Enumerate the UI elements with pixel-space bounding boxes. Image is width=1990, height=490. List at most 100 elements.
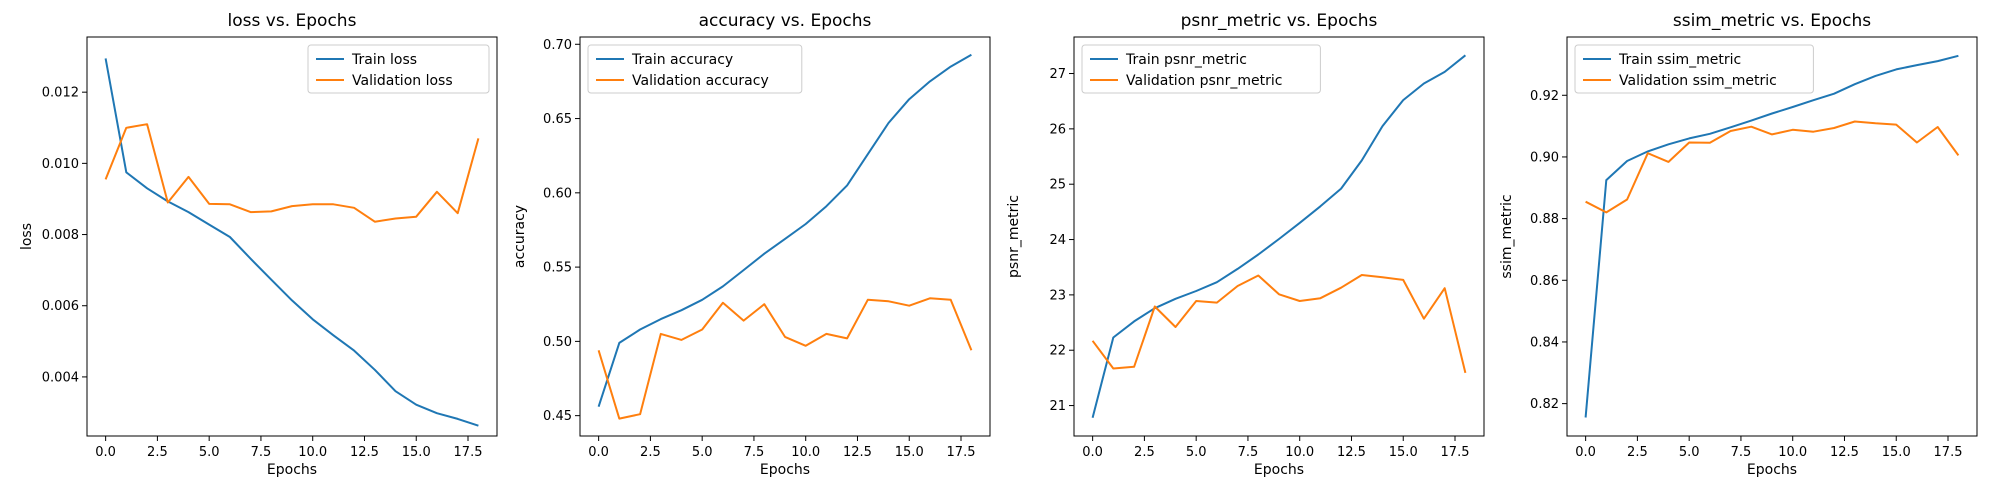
legend: Train psnr_metric Validation psnr_metric	[1081, 44, 1321, 94]
y-axis-label: psnr_metric	[1006, 195, 1022, 278]
axes-frame	[86, 36, 498, 437]
x-tick-label: 12.5	[1337, 445, 1366, 460]
legend-entry: Validation ssim_metric	[1619, 73, 1777, 89]
legend-entry: Train accuracy	[631, 52, 733, 68]
chart-title: accuracy vs. Epochs	[699, 11, 872, 31]
y-tick-label: 0.86	[1530, 274, 1559, 289]
x-tick-label: 7.5	[1238, 445, 1259, 460]
x-tick-label: 10.0	[1285, 445, 1314, 460]
x-tick-label: 17.5	[1934, 445, 1963, 460]
x-tick-label: 2.5	[1627, 445, 1648, 460]
chart-panel-4: 0.0 2.5 5.0 7.5 10.0 12.5 15.0 17.5 0.82 0.84 0.86…	[1499, 11, 1978, 478]
y-axis-label: accuracy	[512, 205, 528, 268]
x-tick-label: 10.0	[298, 445, 327, 460]
x-tick-label: 0.0	[95, 445, 116, 460]
y-axis-label: ssim_metric	[1499, 194, 1515, 278]
legend-entry: Validation psnr_metric	[1126, 73, 1282, 89]
x-tick-label: 5.0	[199, 445, 220, 460]
y-tick-label: 0.65	[543, 112, 572, 127]
x-tick-label: 10.0	[1778, 445, 1807, 460]
x-tick-label: 15.0	[402, 445, 431, 460]
y-tick-label: 0.92	[1530, 89, 1559, 104]
chart-title: loss vs. Epochs	[228, 11, 357, 31]
axes-frame	[579, 36, 991, 437]
x-axis-label: Epochs	[1254, 462, 1304, 478]
legend-box	[1574, 44, 1814, 94]
x-tick-label: 10.0	[791, 445, 820, 460]
y-tick-label: 26	[1049, 122, 1066, 137]
x-tick-label: 5.0	[1679, 445, 1700, 460]
x-tick-label: 7.5	[744, 445, 765, 460]
x-axis-label: Epochs	[1747, 462, 1797, 478]
x-tick-label: 15.0	[1882, 445, 1911, 460]
y-tick-label: 0.004	[42, 370, 79, 385]
legend-entry: Validation loss	[352, 73, 453, 89]
chart-panel-1: 0.0 2.5 5.0 7.5 10.0 12.5 15.0 17.5 0.004 0.006 0.…	[19, 11, 498, 478]
y-tick-label: 27	[1049, 67, 1066, 82]
y-axis-label: loss	[19, 223, 35, 250]
series-line-train	[597, 53, 972, 408]
x-tick-label: 7.5	[1731, 445, 1752, 460]
legend-entry: Train loss	[351, 52, 417, 68]
legend-box	[307, 44, 490, 94]
legend-entry: Train psnr_metric	[1125, 52, 1247, 68]
x-tick-label: 0.0	[1575, 445, 1596, 460]
series-line-validation	[104, 123, 480, 223]
series-line-validation	[1091, 274, 1467, 374]
x-tick-label: 2.5	[1134, 445, 1155, 460]
x-tick-label: 12.5	[843, 445, 872, 460]
y-tick-label: 0.010	[42, 157, 79, 172]
y-tick-label: 0.008	[42, 228, 79, 243]
y-tick-label: 0.70	[543, 38, 572, 53]
y-tick-label: 23	[1049, 288, 1066, 303]
chart-title: psnr_metric vs. Epochs	[1181, 11, 1378, 31]
x-tick-label: 5.0	[1186, 445, 1207, 460]
series-line-train	[104, 58, 479, 427]
x-tick-label: 15.0	[1389, 445, 1418, 460]
x-tick-label: 12.5	[1830, 445, 1859, 460]
series-line-validation	[597, 297, 973, 420]
x-tick-label: 17.5	[1441, 445, 1470, 460]
x-tick-label: 17.5	[454, 445, 483, 460]
y-tick-label: 0.50	[543, 335, 572, 350]
x-tick-label: 15.0	[895, 445, 924, 460]
y-tick-label: 22	[1049, 344, 1066, 359]
series-line-train	[1091, 54, 1467, 418]
x-tick-label: 5.0	[692, 445, 713, 460]
x-tick-label: 12.5	[350, 445, 379, 460]
y-tick-label: 0.90	[1530, 150, 1559, 165]
y-tick-label: 0.012	[42, 86, 79, 101]
y-tick-label: 0.82	[1530, 397, 1559, 412]
y-tick-label: 0.45	[543, 409, 572, 424]
y-tick-label: 0.60	[543, 186, 572, 201]
x-tick-label: 0.0	[588, 445, 609, 460]
y-tick-label: 0.55	[543, 261, 572, 276]
series-line-validation	[1585, 120, 1960, 214]
x-tick-label: 0.0	[1082, 445, 1103, 460]
legend-box	[587, 44, 803, 94]
y-tick-label: 0.84	[1530, 335, 1559, 350]
legend-box	[1081, 44, 1321, 94]
x-tick-label: 17.5	[947, 445, 976, 460]
y-tick-label: 25	[1049, 178, 1066, 193]
x-axis-label: Epochs	[760, 462, 810, 478]
legend-entry: Validation accuracy	[632, 73, 769, 89]
y-tick-label: 24	[1049, 233, 1066, 248]
axes-frame	[1073, 36, 1485, 437]
chart-title: ssim_metric vs. Epochs	[1673, 11, 1871, 31]
legend-entry: Train ssim_metric	[1618, 52, 1741, 68]
x-tick-label: 2.5	[640, 445, 661, 460]
chart-panel-3: 0.0 2.5 5.0 7.5 10.0 12.5 15.0 17.5 21 22 23 24 25 26…	[1006, 11, 1485, 478]
y-tick-label: 21	[1049, 399, 1066, 414]
series-line-train	[1584, 54, 1959, 418]
y-tick-label: 0.006	[42, 299, 79, 314]
chart-panel-2: 0.0 2.5 5.0 7.5 10.0 12.5 15.0 17.5 0.45 0.50 0.55…	[512, 11, 991, 478]
legend: Train ssim_metric Validation ssim_metric	[1574, 44, 1814, 94]
legend: Train loss Validation loss	[307, 44, 490, 94]
x-tick-label: 2.5	[147, 445, 168, 460]
axes-frame	[1566, 36, 1978, 437]
y-tick-label: 0.88	[1530, 212, 1559, 227]
legend: Train accuracy Validation accuracy	[587, 44, 803, 94]
x-tick-label: 7.5	[251, 445, 272, 460]
